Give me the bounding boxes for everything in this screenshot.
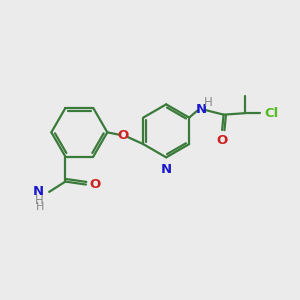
Text: O: O xyxy=(117,129,128,142)
Text: Cl: Cl xyxy=(265,107,279,120)
Text: H: H xyxy=(35,202,44,212)
Text: N: N xyxy=(196,103,207,116)
Text: O: O xyxy=(89,178,100,191)
Text: H: H xyxy=(35,194,44,207)
Text: H: H xyxy=(204,96,212,110)
Text: O: O xyxy=(217,134,228,147)
Text: N: N xyxy=(160,163,172,176)
Text: N: N xyxy=(33,185,44,198)
